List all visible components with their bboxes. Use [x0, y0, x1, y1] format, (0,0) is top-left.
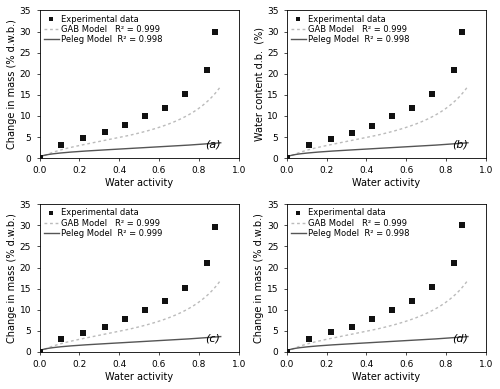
Point [80, 135, 88, 141]
Y-axis label: Change in mass (% d.w.b.): Change in mass (% d.w.b.) [7, 213, 17, 343]
Point [348, 324, 356, 330]
Point [211, 29, 219, 35]
Point [283, 155, 291, 161]
Point [58, 336, 66, 342]
Point [326, 329, 334, 335]
X-axis label: Water activity: Water activity [352, 178, 420, 188]
Point [36, 155, 44, 161]
Y-axis label: Change in mass (% d.w.b.): Change in mass (% d.w.b.) [7, 19, 17, 149]
Text: (c): (c) [205, 333, 220, 343]
Point [161, 298, 169, 305]
Point [408, 105, 416, 111]
X-axis label: Water activity: Water activity [105, 178, 173, 188]
Point [203, 260, 211, 266]
Point [181, 285, 189, 291]
Point [181, 91, 189, 97]
Point [458, 222, 466, 228]
Point [450, 67, 458, 73]
Text: (a): (a) [205, 139, 220, 149]
Point [408, 298, 416, 304]
Point [203, 67, 211, 73]
Text: (d): (d) [452, 333, 468, 343]
Point [304, 336, 312, 342]
Point [121, 316, 129, 322]
X-axis label: Water activity: Water activity [352, 372, 420, 382]
Point [283, 349, 291, 355]
Point [102, 324, 110, 331]
Legend: Experimental data, GAB Model   R² = 0.999, Peleg Model  R² = 0.999: Experimental data, GAB Model R² = 0.999,… [42, 207, 164, 240]
Point [80, 329, 88, 336]
Point [348, 130, 356, 137]
Point [304, 142, 312, 148]
Point [211, 224, 219, 230]
Legend: Experimental data, GAB Model   R² = 0.999, Peleg Model  R² = 0.998: Experimental data, GAB Model R² = 0.999,… [290, 207, 412, 240]
Point [388, 113, 396, 119]
Text: (b): (b) [452, 139, 468, 149]
Point [388, 307, 396, 313]
X-axis label: Water activity: Water activity [105, 372, 173, 382]
Point [161, 104, 169, 110]
Y-axis label: Change in mass (% d.w.b.): Change in mass (% d.w.b.) [254, 213, 264, 343]
Point [428, 284, 436, 291]
Point [450, 260, 458, 266]
Point [368, 316, 376, 322]
Y-axis label: Water content d.b.  (%): Water content d.b. (%) [254, 27, 264, 141]
Point [58, 142, 66, 149]
Legend: Experimental data, GAB Model   R² = 0.999, Peleg Model  R² = 0.998: Experimental data, GAB Model R² = 0.999,… [290, 13, 412, 46]
Point [121, 122, 129, 128]
Point [326, 136, 334, 142]
Point [141, 307, 149, 313]
Point [36, 349, 44, 355]
Legend: Experimental data, GAB Model   R² = 0.999, Peleg Model  R² = 0.998: Experimental data, GAB Model R² = 0.999,… [42, 13, 164, 46]
Point [428, 91, 436, 98]
Point [102, 128, 110, 135]
Point [368, 123, 376, 129]
Point [458, 28, 466, 35]
Point [141, 113, 149, 119]
